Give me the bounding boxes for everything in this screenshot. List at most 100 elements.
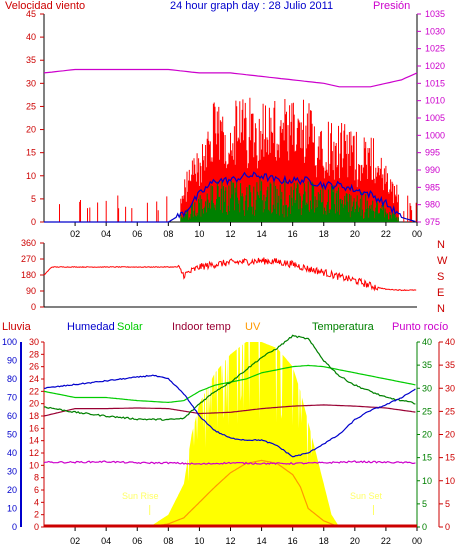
panel1-x-tick-label: 04 [101,229,111,239]
wind-speed-tick-label: 0 [31,217,36,227]
wind-speed-tick-label: 30 [26,78,36,88]
temp-left-tick-label: 4 [34,497,39,507]
sun-rise-label: Sun Rise [122,491,159,501]
wind-speed-tick-label: 25 [26,101,36,111]
temp-left-tick-label: 14 [29,436,39,446]
panel3-x-tick-label: 00 [412,536,422,546]
pressure-tick-label: 990 [425,165,440,175]
temp-right-tick-label: 25 [445,406,455,416]
temp-left-tick-label: 8 [34,473,39,483]
dewpoint-legend-label: Punto rocío [392,321,448,333]
panel1-x-tick-label: 00 [412,229,422,239]
humidity-tick-label: 10 [7,504,17,514]
panel1-x-tick-label: 22 [381,229,391,239]
indoor-temp-line [43,404,416,417]
pressure-tick-label: 1000 [425,130,445,140]
panel1-x-tick-label: 06 [132,229,142,239]
direction-tick-label: 180 [21,270,36,280]
wind-speed-tick-label: 15 [26,148,36,158]
panel3-x-tick-label: 06 [132,536,142,546]
panel3-x-tick-label: 12 [225,536,235,546]
chart-title: 24 hour graph day : 28 Julio 2011 [170,0,333,12]
humidity-tick-label: 100 [2,337,17,347]
climate-panel: 0102030405060708090100024681012141618202… [2,334,455,546]
humidity-tick-label: 0 [12,522,17,532]
humidity-tick-label: 20 [7,485,17,495]
dewpoint-line [43,460,416,466]
panel3-x-tick-label: 08 [163,536,173,546]
pressure-axis-label: Presión [373,0,410,12]
humidity-tick-label: 60 [7,411,17,421]
wind-lull-bars [180,176,399,222]
temp-left-tick-label: 20 [29,399,39,409]
solar-tick-label: 40 [422,337,432,347]
panel1-x-tick-label: 10 [194,229,204,239]
wind-speed-tick-label: 5 [31,194,36,204]
solar-tick-label: 35 [422,360,432,370]
solar-line [43,364,416,404]
temp-right-tick-label: 30 [445,383,455,393]
temp-left-tick-label: 12 [29,448,39,458]
humidity-line [44,374,416,458]
indoor-temp-legend-label: Indoor temp [172,321,231,333]
humidity-tick-label: 50 [7,430,17,440]
pressure-tick-label: 1030 [425,26,445,36]
temp-left-tick-label: 24 [29,374,39,384]
wind-speed-tick-label: 40 [26,32,36,42]
temp-right-tick-label: 0 [445,522,450,532]
panel3-x-tick-label: 02 [70,536,80,546]
temp-left-tick-label: 0 [34,522,39,532]
uv-legend-label: UV [245,321,261,333]
temp-right-tick-label: 15 [445,453,455,463]
pressure-tick-label: 1015 [425,78,445,88]
pressure-tick-label: 980 [425,200,440,210]
direction-tick-label: 360 [21,238,36,248]
solar-radiation-area [149,342,340,527]
temperature-legend-label: Temperatura [312,321,375,333]
solar-tick-label: 5 [422,499,427,509]
humidity-tick-label: 70 [7,393,17,403]
solar-tick-label: 30 [422,383,432,393]
pressure-tick-label: 1035 [425,9,445,19]
wind-speed-tick-label: 45 [26,9,36,19]
solar-tick-label: 25 [422,406,432,416]
temp-left-tick-label: 26 [29,362,39,372]
humidity-axis-label: Humedad [67,321,115,333]
wind-speed-tick-label: 20 [26,125,36,135]
pressure-tick-label: 985 [425,182,440,192]
temp-left-tick-label: 16 [29,423,39,433]
temp-right-tick-label: 5 [445,499,450,509]
compass-label: N [437,303,445,315]
pressure-tick-label: 995 [425,148,440,158]
direction-tick-label: 270 [21,254,36,264]
temp-right-tick-label: 40 [445,337,455,347]
humidity-tick-label: 80 [7,374,17,384]
pressure-tick-label: 1020 [425,61,445,71]
compass-label: E [437,287,444,299]
solar-tick-label: 0 [422,522,427,532]
humidity-tick-label: 90 [7,356,17,366]
panel3-x-tick-label: 14 [257,536,267,546]
pressure-tick-label: 1010 [425,96,445,106]
temperature-line [43,334,416,421]
solar-tick-label: 20 [422,430,432,440]
uv-line [149,459,338,528]
wind-average-line [44,171,416,223]
humidity-tick-label: 40 [7,448,17,458]
panel3-x-tick-label: 22 [381,536,391,546]
temp-left-tick-label: 22 [29,386,39,396]
panel3-x-tick-label: 16 [288,536,298,546]
solar-tick-label: 15 [422,453,432,463]
panel1-x-tick-label: 20 [350,229,360,239]
temp-left-tick-label: 10 [29,460,39,470]
pressure-tick-label: 975 [425,217,440,227]
temp-right-tick-label: 35 [445,360,455,370]
temp-left-tick-label: 30 [29,337,39,347]
panel1-x-tick-label: 08 [163,229,173,239]
wind-pressure-panel: 0510152025303540459759809859909951000100… [26,9,445,239]
panel1-x-tick-label: 18 [319,229,329,239]
direction-tick-label: 90 [26,286,36,296]
